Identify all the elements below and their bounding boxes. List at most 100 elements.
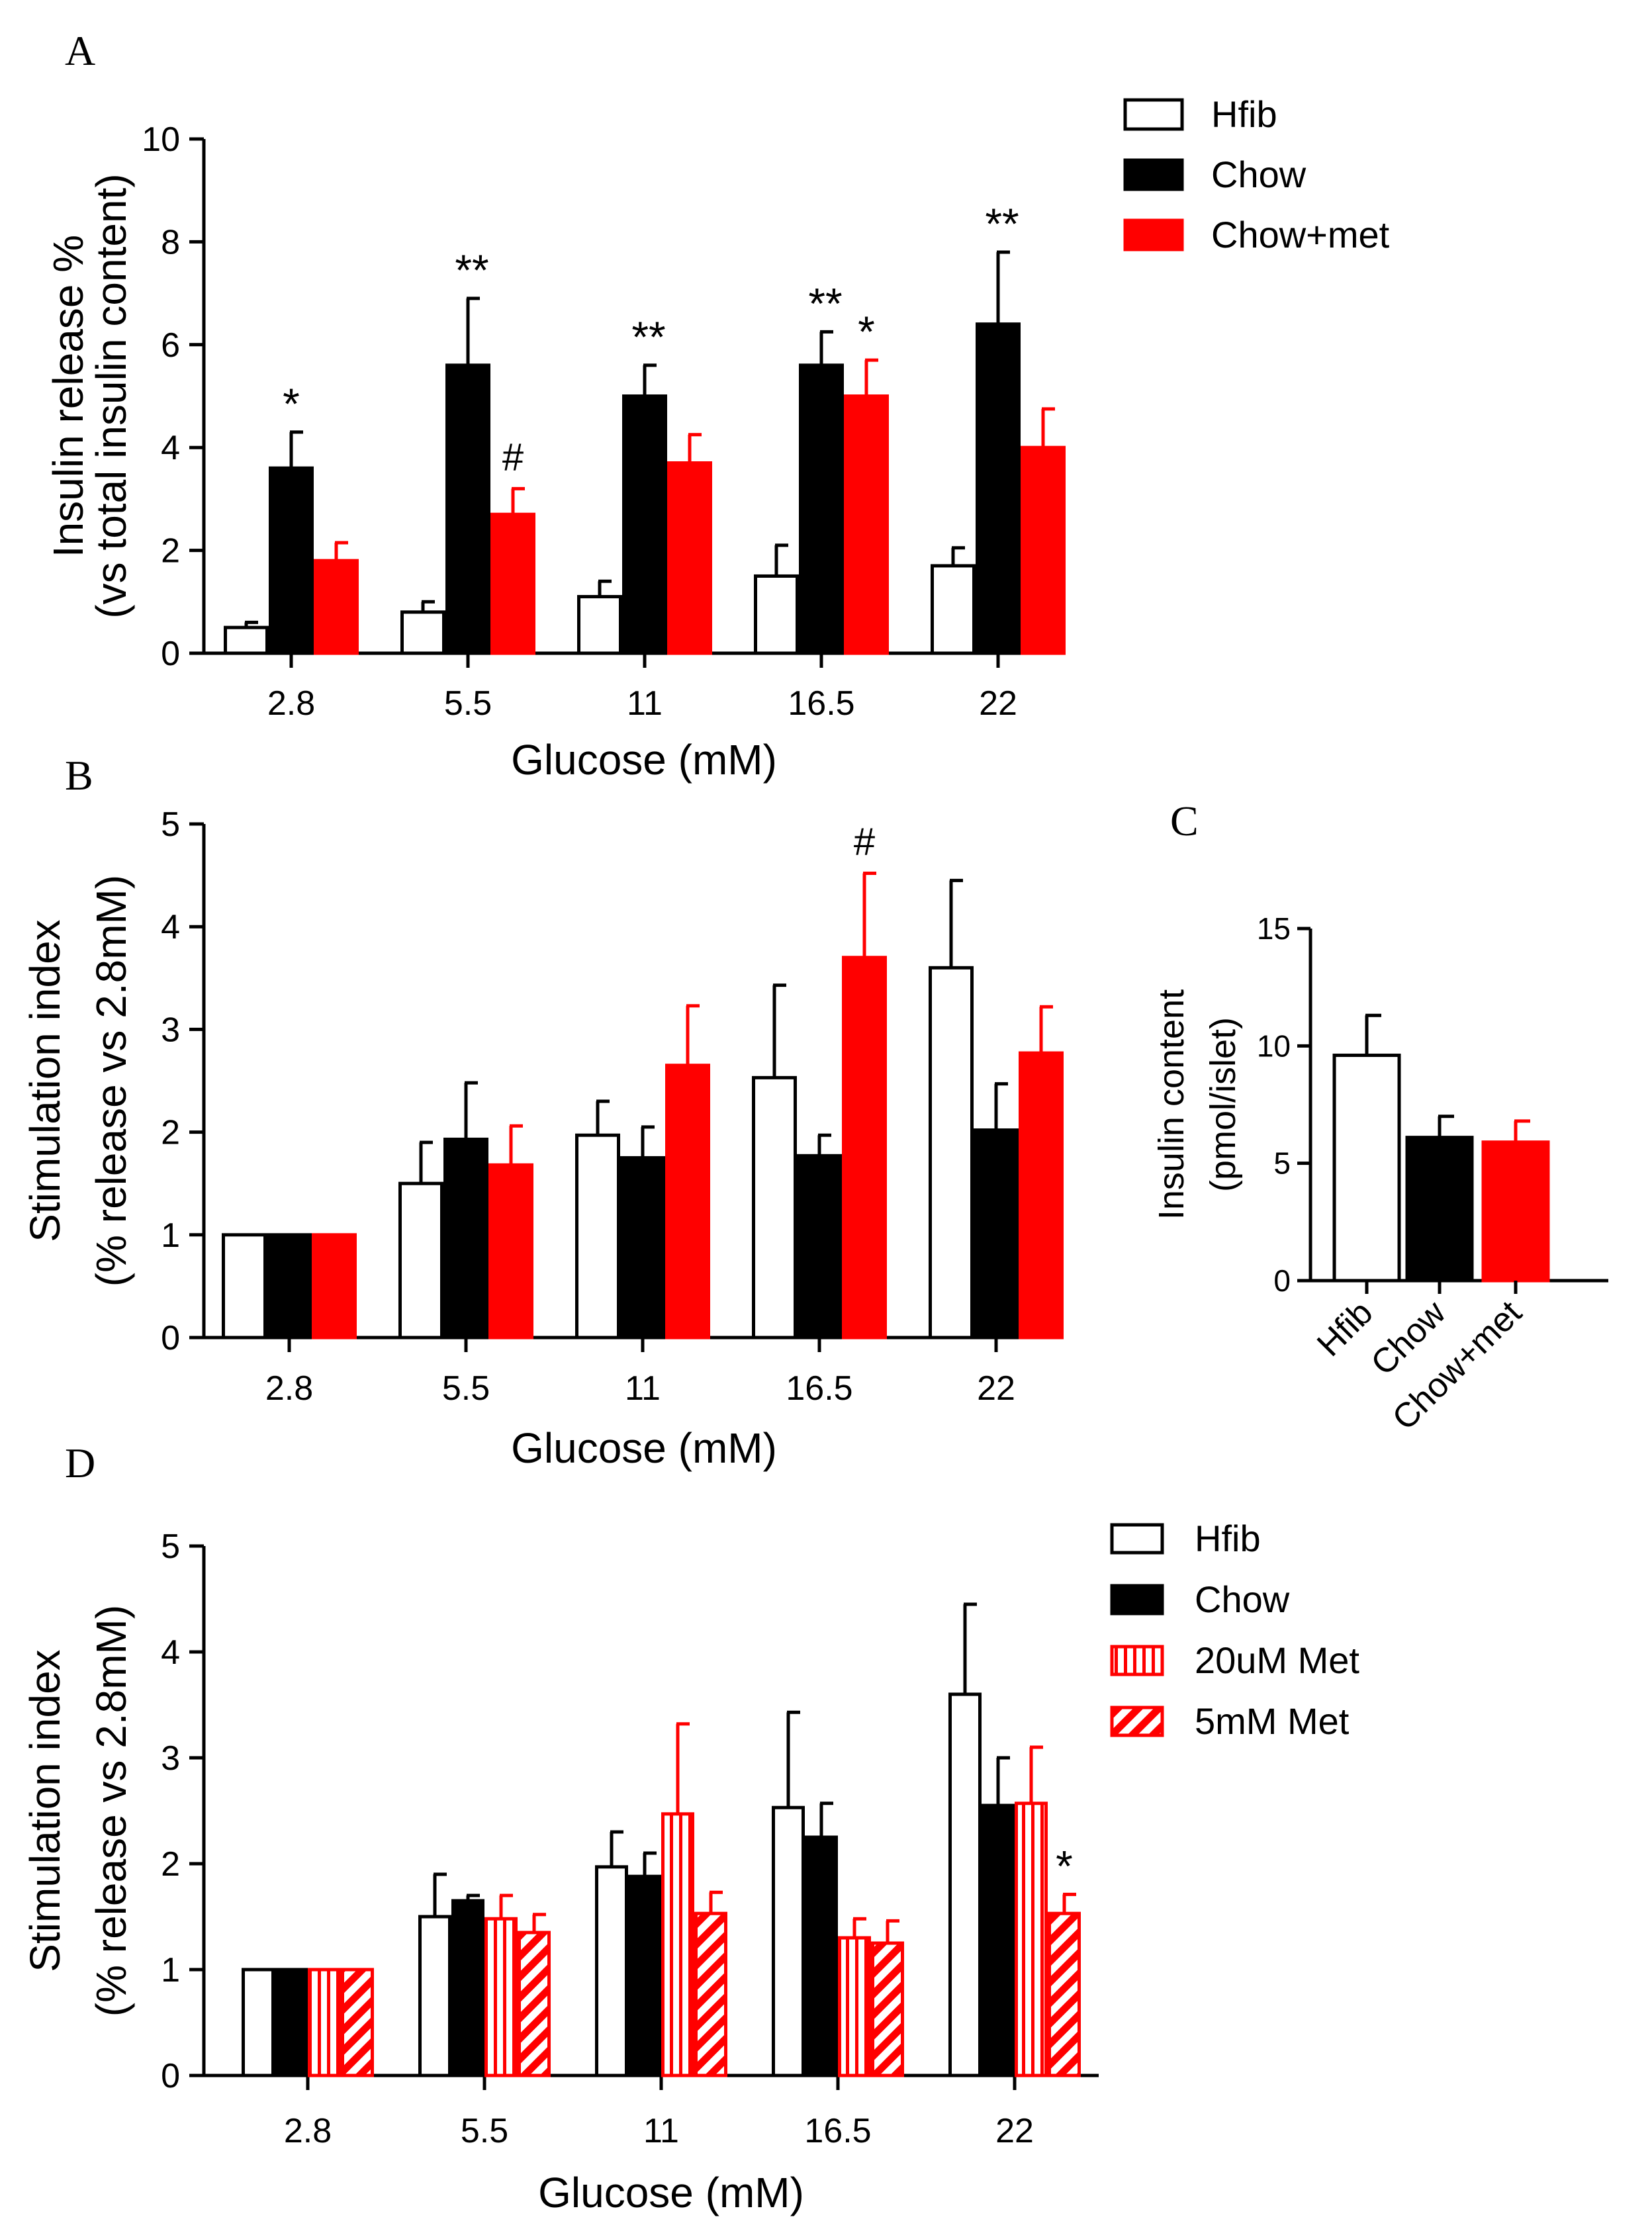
- y-tick-label: 15: [1257, 911, 1291, 946]
- panel-letter: B: [65, 752, 93, 799]
- y-tick-label: 2: [161, 1845, 180, 1884]
- panel-d: D 0 1 2 3 4 5 2.8 5.5 11 16.5 22 * Glucose (mM) Stimul…: [21, 1439, 1359, 2216]
- y-tick-label: 5: [161, 805, 180, 844]
- bar: [1332, 1054, 1401, 1283]
- x-tick-label: 2.8: [284, 2112, 332, 2150]
- bar: [488, 1163, 533, 1340]
- bar: [312, 1233, 357, 1340]
- bar: [1015, 1801, 1048, 2077]
- y-axis-title: (pmol/islet): [1203, 1017, 1243, 1192]
- x-tick-label: 11: [625, 1369, 661, 1408]
- bar: [400, 610, 445, 655]
- bar: [976, 322, 1021, 655]
- y-axis-title: Stimulation index: [21, 1649, 69, 1972]
- legend-swatch: [1123, 218, 1184, 251]
- y-tick-label: 5: [161, 1527, 180, 1566]
- bar: [484, 1917, 518, 2077]
- significance-marker: *: [1056, 1841, 1073, 1890]
- y-tick-label: 4: [161, 908, 180, 946]
- bar: [275, 1968, 308, 2077]
- y-axis-title: (vs total insulin content): [87, 173, 135, 618]
- y-tick-label: 4: [161, 429, 180, 467]
- x-axis-title: Glucose (mM): [511, 736, 777, 784]
- panel-b: B 0 1 2 3 4 5 2.8 5.5 11 16.5 22 # Glucose (mM) Stimul…: [21, 752, 1064, 1472]
- bar: [929, 966, 974, 1340]
- bar: [577, 595, 622, 655]
- bar: [518, 1931, 551, 2077]
- x-axis-title: Glucose (mM): [511, 1424, 777, 1472]
- y-tick-label: 10: [142, 120, 180, 159]
- y-tick-label: 0: [161, 1319, 180, 1357]
- bar: [575, 1133, 620, 1340]
- bar: [844, 394, 889, 655]
- bar: [398, 1181, 443, 1340]
- legend-swatch: [1123, 98, 1184, 131]
- legend-label: Chow: [1211, 154, 1307, 195]
- bar: [871, 1941, 904, 2077]
- bar: [754, 574, 799, 655]
- bar: [1048, 1911, 1081, 2077]
- legend-label: Hfib: [1211, 93, 1277, 135]
- bar: [314, 559, 359, 655]
- bar: [752, 1075, 797, 1340]
- x-tick-label: 2.8: [265, 1369, 313, 1408]
- x-tick-label: 22: [977, 1369, 1015, 1408]
- significance-marker: **: [455, 246, 488, 295]
- bar: [622, 394, 667, 655]
- significance-marker: **: [985, 199, 1019, 248]
- y-tick-label: 3: [161, 1739, 180, 1778]
- bar: [418, 1915, 451, 2077]
- bar: [222, 1233, 267, 1340]
- bar: [1405, 1136, 1474, 1283]
- bar: [842, 956, 887, 1340]
- bar: [269, 466, 314, 655]
- bar: [242, 1968, 275, 2077]
- x-tick-label: 16.5: [804, 2112, 871, 2150]
- legend-swatch: [1110, 1706, 1164, 1737]
- legend-swatch: [1110, 1523, 1164, 1555]
- y-tick-label: 1: [161, 1216, 180, 1255]
- x-tick-label: 16.5: [788, 684, 854, 723]
- bar: [445, 363, 490, 655]
- bar: [451, 1899, 484, 2077]
- bar: [1021, 445, 1066, 655]
- bar: [308, 1968, 341, 2077]
- x-tick-label: 5.5: [442, 1369, 490, 1408]
- bar: [797, 1154, 842, 1340]
- bar: [948, 1692, 982, 2077]
- y-tick-label: 10: [1257, 1028, 1291, 1063]
- bar: [341, 1968, 374, 2077]
- significance-marker: *: [283, 379, 300, 428]
- bar: [224, 625, 269, 655]
- bar: [443, 1137, 488, 1340]
- x-axis-title: Glucose (mM): [538, 2169, 804, 2216]
- legend-label: Chow: [1195, 1578, 1290, 1620]
- legend-label: 20uM Met: [1195, 1639, 1359, 1681]
- legend-swatch: [1123, 158, 1184, 191]
- y-axis-title: Stimulation index: [21, 919, 69, 1242]
- legend-swatch: [1110, 1645, 1164, 1676]
- bar: [982, 1803, 1015, 2077]
- y-tick-label: 6: [161, 326, 180, 365]
- significance-marker: #: [854, 820, 875, 863]
- x-tick-label: 22: [995, 2112, 1034, 2150]
- x-tick-label: 11: [643, 2112, 679, 2150]
- panel-letter: C: [1170, 798, 1199, 844]
- legend-label: Hfib: [1195, 1518, 1261, 1559]
- y-tick-label: 2: [161, 532, 180, 570]
- x-tick-label: 5.5: [444, 684, 492, 723]
- y-tick-label: 0: [161, 635, 180, 673]
- y-tick-label: 0: [161, 2057, 180, 2095]
- bar: [667, 461, 712, 655]
- y-tick-label: 1: [161, 1951, 180, 1989]
- bar: [805, 1835, 838, 2077]
- panel-letter: D: [65, 1439, 95, 1486]
- y-axis-title: Insulin content: [1152, 989, 1191, 1220]
- y-axis-title: Insulin release %: [44, 235, 92, 557]
- significance-marker: *: [858, 307, 875, 356]
- y-tick-label: 4: [161, 1633, 180, 1672]
- bar: [595, 1865, 628, 2077]
- y-axis-title: (% release vs 2.8mM): [87, 875, 135, 1287]
